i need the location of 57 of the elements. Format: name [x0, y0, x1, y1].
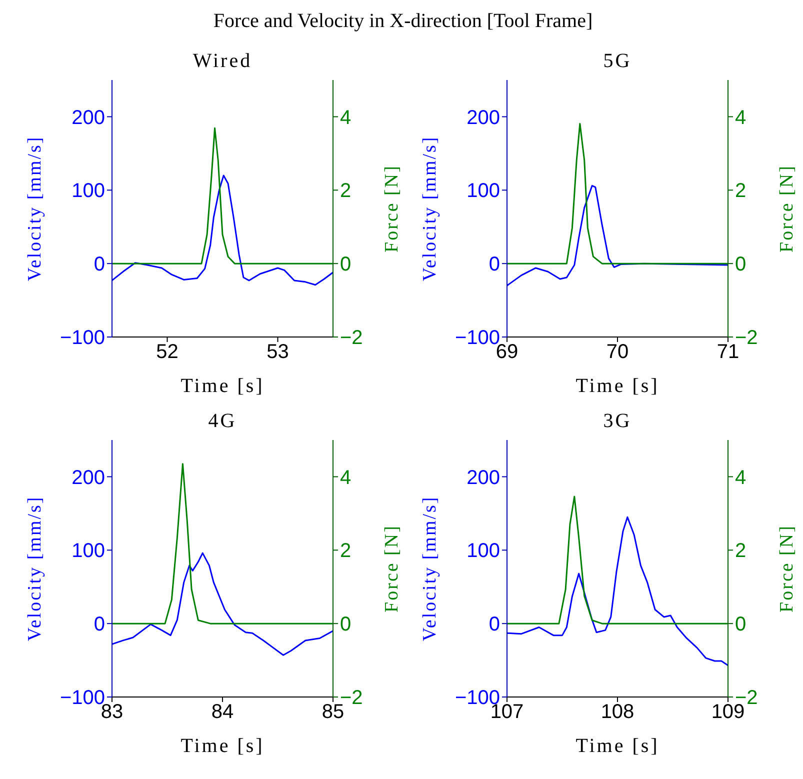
- y2-tick-label: 4: [340, 466, 352, 489]
- y-axis-title: Velocity [mm/s]: [24, 136, 46, 282]
- x-axis-title: Time [s]: [576, 375, 660, 397]
- y2-tick-label: 0: [735, 614, 746, 636]
- x-axis-title: Time [s]: [180, 735, 264, 757]
- y2-axis-title: Force [N]: [382, 164, 403, 252]
- y2-tick-label: 2: [735, 540, 746, 562]
- y2-axis-title: Force [N]: [382, 524, 403, 612]
- chart-title: 4G: [207, 410, 238, 433]
- y-tick-label: 100: [466, 540, 500, 562]
- x-tick-label: 108: [600, 701, 634, 724]
- y-tick-label: 200: [466, 106, 500, 129]
- y-tick-label: 0: [488, 614, 500, 636]
- y-tick-label: 100: [72, 540, 105, 562]
- y2-tick-label: 0: [735, 254, 746, 276]
- line-series: [112, 552, 333, 656]
- y-tick-label: 100: [72, 180, 105, 202]
- y-tick-label: −100: [60, 327, 105, 350]
- y2-tick-label: 2: [340, 180, 352, 202]
- y2-axis-title: Force [N]: [776, 524, 798, 612]
- x-axis-title: Time [s]: [180, 375, 264, 397]
- y-axis-title: Velocity [mm/s]: [420, 496, 441, 642]
- y2-tick-label: 4: [735, 106, 746, 129]
- y2-tick-label: 2: [735, 180, 746, 202]
- y2-tick-label: 4: [340, 106, 352, 129]
- line-series: [507, 516, 728, 666]
- y-tick-label: 200: [72, 466, 105, 489]
- y-tick-label: 0: [488, 254, 500, 276]
- y-tick-label: 0: [94, 254, 105, 276]
- y2-tick-label: 0: [340, 614, 352, 636]
- y-tick-label: 200: [466, 466, 500, 489]
- y2-tick-label: 0: [340, 254, 352, 276]
- x-tick-label: 85: [322, 701, 344, 724]
- y-axis-title: Velocity [mm/s]: [24, 496, 46, 642]
- text: Force and Velocity in X-direction [Tool Frame]: [212, 10, 594, 33]
- chart-title: 5G: [602, 50, 633, 73]
- line-series: [507, 496, 728, 624]
- y-tick-label: 100: [466, 180, 500, 202]
- x-tick-label: 70: [606, 341, 629, 364]
- line-series: [112, 127, 333, 264]
- line-series: [507, 184, 728, 286]
- line-series: [507, 122, 728, 264]
- y2-tick-label: 4: [735, 466, 746, 489]
- y2-tick-label: −2: [340, 327, 363, 350]
- y2-axis-title: Force [N]: [776, 164, 798, 252]
- x-tick-label: 84: [211, 701, 234, 724]
- y2-tick-label: 2: [340, 540, 352, 562]
- y-tick-label: 200: [72, 106, 105, 129]
- y-axis-title: Velocity [mm/s]: [420, 136, 441, 282]
- line-series: [112, 463, 333, 624]
- x-tick-label: 52: [156, 341, 178, 364]
- chart-title: 3G: [602, 410, 633, 433]
- chart-title: Wired: [192, 50, 254, 73]
- x-tick-label: 53: [266, 341, 289, 364]
- x-axis-title: Time [s]: [576, 735, 660, 757]
- line-series: [112, 174, 333, 286]
- y-tick-label: 0: [94, 614, 105, 636]
